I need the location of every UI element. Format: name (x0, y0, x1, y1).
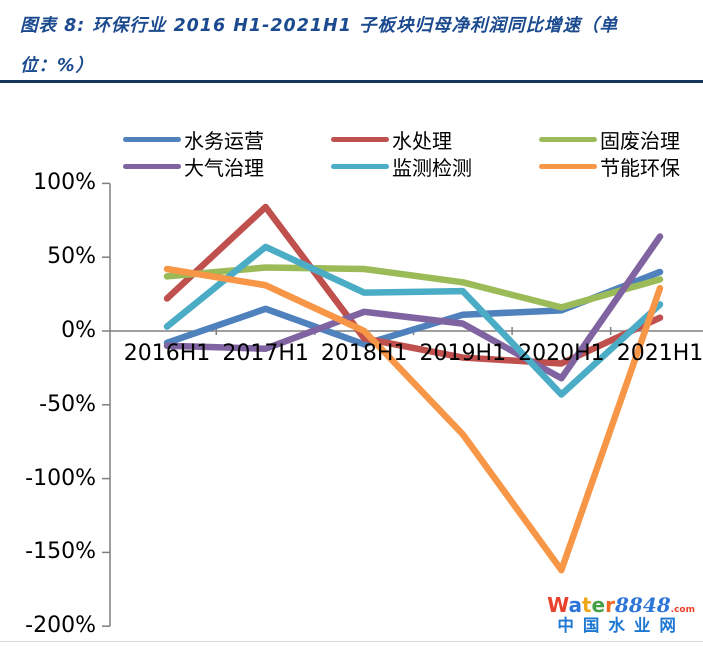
y-tick-label: 50% (47, 244, 96, 270)
y-tick-label: 0% (61, 318, 96, 343)
series-line-air-treatment (163, 233, 664, 382)
watermark-letter: W (547, 592, 569, 617)
y-tick-label: -150% (25, 539, 96, 565)
watermark-brand: Water8848.com (547, 595, 695, 615)
y-tick-label: -200% (25, 613, 96, 639)
watermark-letter: a (568, 592, 582, 617)
legend-label: 水务运营 (184, 129, 264, 153)
watermark-site-name: 中国水业网 (557, 615, 685, 635)
legend-label: 节能环保 (600, 156, 680, 180)
legend-swatch-icon (123, 164, 181, 169)
legend-swatch-icon (539, 137, 597, 142)
title-divider (0, 80, 703, 83)
figure-title: 图表 8: 环保行业 2016 H1-2021H1 子板块归母净利润同比增速（单… (20, 6, 697, 86)
x-tick-label: 2019H1 (419, 341, 507, 366)
x-tick-label: 2017H1 (222, 341, 309, 366)
legend-swatch-icon (331, 137, 389, 142)
x-tick-label: 2018H1 (320, 341, 408, 366)
watermark-letter: e (591, 592, 606, 617)
legend-label: 水处理 (392, 129, 452, 153)
y-tick-label: 100% (33, 170, 96, 196)
watermark-number: 8848 (615, 592, 671, 617)
x-tick-label: 2021H1 (616, 341, 703, 366)
legend-item-water-operations: 水务运营 (123, 126, 331, 153)
series-line-monitoring (163, 243, 664, 398)
legend-swatch-icon (123, 137, 181, 142)
watermark: Water8848.com 中国水业网 (547, 595, 695, 635)
legend-label: 监测检测 (392, 156, 472, 180)
legend-item-water-treatment: 水处理 (331, 126, 539, 153)
legend-label: 大气治理 (184, 156, 264, 180)
figure-title-line1: 图表 8: 环保行业 2016 H1-2021H1 子板块归母净利润同比增速（单 (20, 16, 618, 36)
figure-title-line2: 位：%） (20, 56, 95, 76)
legend-item-solid-waste: 固废治理 (539, 126, 703, 153)
series-line-energy-saving (163, 265, 664, 574)
watermark-letter: t (581, 592, 592, 617)
watermark-tld: .com (670, 604, 695, 615)
legend-item-monitoring: 监测检测 (331, 153, 539, 180)
series-line-solid-waste (163, 264, 664, 311)
x-tick-label: 2020H1 (518, 341, 605, 366)
y-tick-label: -50% (39, 391, 96, 417)
legend-swatch-icon (331, 164, 389, 169)
x-tick-label: 2016H1 (123, 341, 211, 366)
legend-swatch-icon (539, 164, 597, 169)
chart-legend: 水务运营 水处理 固废治理大气治理 监测检测 节能环保 (123, 126, 703, 180)
y-tick-label: -100% (25, 465, 96, 491)
legend-label: 固废治理 (600, 129, 680, 153)
legend-item-air-treatment: 大气治理 (123, 153, 331, 180)
watermark-letter: r (605, 592, 615, 617)
legend-item-energy-saving: 节能环保 (539, 153, 703, 180)
bottom-divider (0, 641, 703, 642)
